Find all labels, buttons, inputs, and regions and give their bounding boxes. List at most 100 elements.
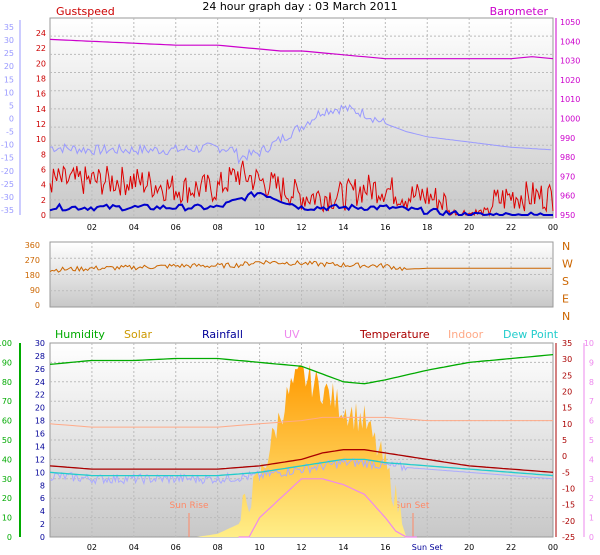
x-tick-label: 02 [87, 223, 97, 232]
temp-line [49, 104, 551, 165]
x-tick-label: 20 [464, 543, 474, 552]
rain-tick-label: 6 [40, 494, 45, 503]
rain-tick-label: 30 [35, 339, 45, 348]
baro-tick-label: 1020 [560, 76, 580, 85]
baro-tick-label: 1050 [560, 18, 580, 27]
uv-tick-label: 0 [589, 533, 594, 542]
x-tick-label: 14 [338, 543, 348, 552]
uv-line [238, 478, 417, 538]
uv-tick-label: 10 [584, 339, 594, 348]
temp-tick-label: 20 [4, 62, 14, 71]
speed-tick-label: 22 [36, 44, 46, 53]
speed-tick-label: 4 [41, 181, 46, 190]
x-tick-label: 20 [464, 223, 474, 232]
baro-tick-label: 970 [560, 172, 575, 181]
humidity-tick-label: 60 [2, 417, 12, 426]
compass-label: S [562, 275, 569, 288]
temp-tick-label: -5 [6, 128, 14, 137]
temp-noise-line [49, 457, 554, 486]
rain-tick-label: 24 [35, 378, 45, 387]
humidity-tick-label: 30 [2, 475, 12, 484]
compass-label: W [562, 258, 573, 271]
temp-right-tick-label: -15 [562, 501, 575, 510]
speed-tick-label: 16 [36, 90, 46, 99]
rain-tick-label: 2 [40, 520, 45, 529]
legend-entry: Indoor [448, 328, 484, 341]
x-tick-label: 06 [171, 223, 181, 232]
temp-right-tick-label: 0 [562, 452, 567, 461]
x-tick-label: 00 [548, 543, 558, 552]
speed-tick-label: 24 [36, 29, 46, 38]
temp-tick-label: 25 [4, 49, 14, 58]
baro-tick-label: 1040 [560, 37, 580, 46]
temp-right-tick-label: -20 [562, 517, 575, 526]
gust-line [49, 160, 554, 217]
speed-tick-label: 0 [41, 211, 46, 220]
baro-tick-label: 960 [560, 192, 575, 201]
sun-rise-label: Sun Rise [170, 501, 209, 511]
temp-tick-label: 10 [4, 88, 14, 97]
x-tick-label: 12 [296, 543, 306, 552]
rain-tick-label: 22 [35, 391, 45, 400]
temp-tick-label: -10 [1, 141, 14, 150]
uv-tick-label: 7 [589, 397, 594, 406]
uv-tick-label: 1 [589, 514, 594, 523]
temp-right-tick-label: -25 [562, 533, 575, 542]
x-tick-label: 10 [254, 543, 264, 552]
temp-tick-label: -20 [1, 167, 14, 176]
rain-tick-label: 20 [35, 404, 45, 413]
page-title: 24 hour graph day : 03 March 2011 [202, 0, 397, 13]
x-tick-label: 06 [171, 543, 181, 552]
direction-line [49, 259, 551, 273]
temp-right-tick-label: 5 [562, 436, 567, 445]
legend-entry: Rainfall [202, 328, 243, 341]
baro-tick-label: 950 [560, 211, 575, 220]
temp-tick-label: -25 [1, 180, 14, 189]
x-tick-label: 04 [129, 223, 139, 232]
x-tick-label: 10 [254, 223, 264, 232]
dewpoint-line [49, 458, 554, 477]
wind-line [49, 190, 553, 217]
temp-right-tick-label: 30 [562, 355, 572, 364]
legend-entry: Solar [124, 328, 153, 341]
rain-tick-label: 18 [35, 417, 45, 426]
x-tick-label: 14 [338, 223, 348, 232]
x-tick-label: 08 [213, 543, 223, 552]
humidity-tick-label: 10 [2, 514, 12, 523]
panel2-grid [50, 242, 553, 307]
humidity-tick-label: 20 [2, 494, 12, 503]
dir-tick-label: 360 [25, 241, 40, 250]
humidity-tick-label: 50 [2, 436, 12, 445]
uv-tick-label: 3 [589, 475, 594, 484]
dir-tick-label: 270 [25, 256, 40, 265]
panel3-legend: Humidity Solar Rainfall UV Temperature Indoor… [55, 328, 559, 341]
speed-tick-label: 8 [41, 150, 46, 159]
compass-label: N [562, 310, 570, 323]
temp-right-tick-label: -10 [562, 485, 575, 494]
temp-right-tick-label: 10 [562, 420, 572, 429]
temp-tick-label: 35 [4, 23, 14, 32]
x-tick-label: Sun Set [412, 543, 443, 552]
speed-tick-label: 6 [41, 166, 46, 175]
temperature-line [49, 449, 554, 473]
rain-tick-label: 28 [35, 352, 45, 361]
x-tick-label: 00 [548, 223, 558, 232]
humidity-tick-label: 0 [7, 533, 12, 542]
legend-entry: Humidity [55, 328, 105, 341]
x-tick-label: 02 [87, 543, 97, 552]
sun-set-label: Sun Set [395, 501, 430, 511]
x-tick-label: 16 [380, 543, 390, 552]
speed-tick-label: 10 [36, 135, 46, 144]
speed-tick-label: 2 [41, 196, 46, 205]
uv-tick-label: 6 [589, 417, 594, 426]
dir-tick-label: 180 [25, 271, 40, 280]
speed-tick-label: 20 [36, 59, 46, 68]
temp-tick-label: -30 [1, 193, 14, 202]
barometer-label: Barometer [490, 5, 549, 18]
compass-label: E [562, 293, 569, 306]
baro-tick-label: 1010 [560, 95, 580, 104]
baro-tick-label: 980 [560, 153, 575, 162]
x-tick-label: 04 [129, 543, 139, 552]
rain-tick-label: 10 [35, 468, 45, 477]
